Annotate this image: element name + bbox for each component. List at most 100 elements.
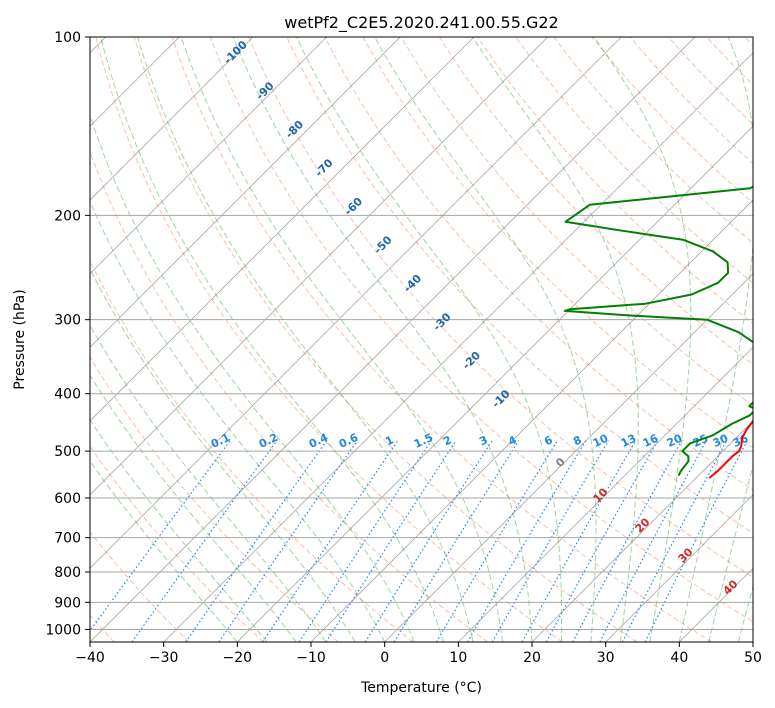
mixing-ratio-line <box>644 440 748 642</box>
isotherm-line <box>90 37 327 275</box>
mixing-ratio-line <box>90 440 231 632</box>
moist-adiabat-line <box>374 37 597 642</box>
isotherm-line <box>237 125 753 642</box>
y-tick-label: 1000 <box>45 622 81 638</box>
mixing-ratio-label: 13 <box>619 432 638 450</box>
mixing-ratio-line <box>364 440 493 642</box>
isotherm-line <box>90 37 548 496</box>
mixing-ratio-line <box>185 440 328 642</box>
moist-adiabat-line <box>678 37 753 642</box>
moist-adiabats <box>90 37 753 642</box>
dry-adiabat-line <box>90 259 414 642</box>
dry-adiabat-line <box>477 37 753 325</box>
isotherm-line <box>458 346 753 642</box>
series-group <box>563 185 753 479</box>
y-tick-label: 800 <box>54 565 81 581</box>
plot-background <box>90 37 753 642</box>
isotherm-grid <box>90 37 753 642</box>
x-axis-ticks: −40 −30 −20 −10 0 10 20 30 40 50 <box>75 642 762 666</box>
dry-adiabat-line <box>171 37 712 642</box>
x-tick-label: 40 <box>670 650 688 666</box>
x-axis-label: Temperature (°C) <box>360 680 482 696</box>
isotherm-line <box>90 37 622 569</box>
moist-adiabat-line <box>472 37 639 642</box>
isotherm-line <box>90 37 254 201</box>
y-axis-label: Pressure (hPa) <box>12 289 28 389</box>
dry-adiabat-line <box>591 37 753 204</box>
y-tick-label: 300 <box>54 313 81 329</box>
mixing-ratio-line <box>131 440 278 642</box>
plot-frame <box>89 36 754 643</box>
mixing-ratio-line <box>521 440 637 642</box>
moist-adiabat-line <box>137 37 474 642</box>
dry-adiabat-line <box>438 37 753 366</box>
x-tick-label: 20 <box>523 650 541 666</box>
dry-adiabat-line <box>90 531 190 642</box>
isotherm-line <box>90 37 475 422</box>
dry-adiabat-line <box>248 37 753 578</box>
dry-adiabat-line <box>553 37 753 244</box>
y-axis-ticks: 100 200 300 400 500 600 700 800 900 1000 <box>45 30 90 638</box>
mixing-ratio-line <box>545 440 659 642</box>
y-tick-label: 400 <box>54 387 81 403</box>
x-tick-label: 0 <box>380 650 389 666</box>
dry-adiabat-line <box>95 37 563 642</box>
dry-adiabat-line <box>90 356 339 642</box>
y-tick-label: 100 <box>54 30 81 46</box>
y-tick-label: 500 <box>54 444 81 460</box>
mixing-ratio-label: 10 <box>591 432 611 450</box>
x-tick-label: 10 <box>449 650 467 666</box>
isotherm-line <box>531 420 753 642</box>
moist-adiabat-line <box>90 199 386 642</box>
pressure-gridlines <box>90 37 753 630</box>
mixing-ratio-line <box>325 440 457 642</box>
dry-adiabat-line <box>400 37 753 407</box>
mixing-ratio-line <box>298 440 432 642</box>
mixing-ratio-label: 16 <box>641 432 661 450</box>
isotherm-line <box>310 199 753 642</box>
dry-adiabat-line <box>90 150 488 642</box>
isotherm-line <box>90 37 401 348</box>
isotherm-line <box>163 52 753 642</box>
x-tick-label: −10 <box>296 650 326 666</box>
mixing-ratio-line <box>466 440 587 642</box>
dry-adiabat-line <box>286 37 753 534</box>
moist-adiabat-line <box>90 113 415 642</box>
moist-adiabat-line <box>232 37 533 642</box>
x-tick-label: −20 <box>223 650 253 666</box>
moist-adiabat-line <box>296 37 563 642</box>
mixing-ratio-label: 36 <box>731 432 751 450</box>
mixing-ratio-label: 20 <box>665 432 685 450</box>
dry-adiabat-line <box>133 37 638 642</box>
moist-adiabat-line <box>708 463 753 642</box>
mixing-ratio-line <box>572 440 683 642</box>
mixing-ratio-label: 25 <box>691 432 710 450</box>
dewpoint-profile-line <box>563 185 753 477</box>
y-tick-label: 900 <box>54 595 81 611</box>
dry-adiabat-line <box>210 37 753 623</box>
x-tick-label: 30 <box>597 650 615 666</box>
isotherm-line <box>90 37 696 642</box>
moist-adiabat-line <box>100 37 445 642</box>
dry-adiabat-line <box>324 37 753 491</box>
moist-adiabat-line <box>180 37 503 642</box>
isotherm-line <box>384 273 753 642</box>
mixing-ratio-line <box>491 440 609 642</box>
plot-area: -100-90-80-70-60-50-40-30-20-10010203040… <box>90 37 753 642</box>
moist-adiabat-line <box>90 419 268 642</box>
x-tick-label: −40 <box>75 650 105 666</box>
mixing-ratio-label: 30 <box>711 432 731 450</box>
moist-adiabat-line <box>593 37 692 642</box>
y-tick-label: 600 <box>54 491 81 507</box>
y-tick-label: 200 <box>54 208 81 224</box>
y-tick-label: 700 <box>54 531 81 547</box>
x-tick-label: −30 <box>149 650 179 666</box>
x-tick-label: 50 <box>744 650 762 666</box>
moist-adiabat-line <box>90 374 297 642</box>
temperature-profile-line <box>708 419 753 479</box>
mixing-ratio-line <box>435 440 558 642</box>
chart-title: wetPf2_C2E5.2020.241.00.55.G22 <box>284 13 558 33</box>
isotherm-line <box>605 494 753 642</box>
